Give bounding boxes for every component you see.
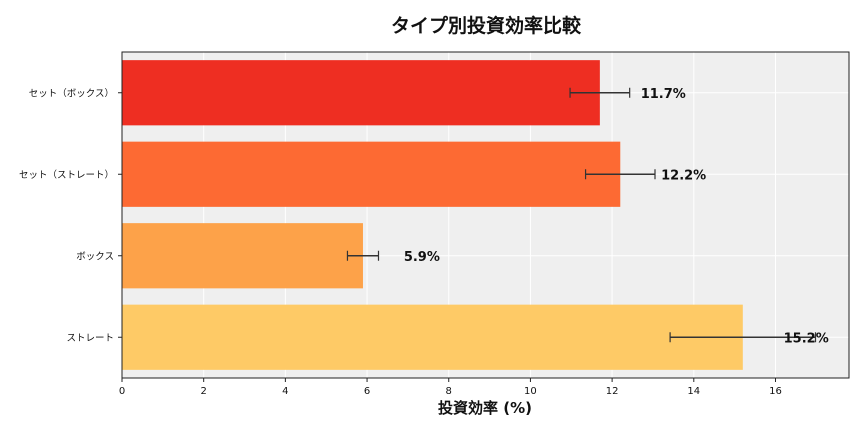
x-tick-label: 16 bbox=[769, 386, 782, 397]
x-tick-label: 2 bbox=[200, 386, 206, 397]
x-tick-label: 8 bbox=[446, 386, 452, 397]
y-tick-label: ストレート bbox=[66, 333, 114, 344]
y-tick-label: セット（ストレート） bbox=[19, 169, 114, 181]
y-tick-label: ボックス bbox=[76, 251, 114, 262]
bar bbox=[122, 304, 743, 370]
plot-frame bbox=[121, 51, 850, 379]
bar bbox=[122, 223, 363, 289]
data-label: 15.2% bbox=[784, 331, 829, 346]
x-tick-label: 6 bbox=[364, 386, 370, 397]
x-tick-label: 12 bbox=[606, 386, 619, 397]
chart-title: タイプ別投資効率比較 bbox=[391, 14, 582, 37]
x-tick-label: 0 bbox=[119, 386, 125, 397]
data-label: 5.9% bbox=[404, 250, 440, 265]
y-tick-label: セット（ボックス） bbox=[29, 87, 114, 99]
data-label: 11.7% bbox=[641, 87, 686, 102]
data-label: 12.2% bbox=[661, 168, 706, 183]
bar bbox=[122, 60, 600, 126]
x-tick-label: 4 bbox=[282, 386, 288, 397]
x-axis-label: 投資効率 (%) bbox=[438, 399, 532, 417]
x-tick-label: 10 bbox=[524, 386, 537, 397]
bar bbox=[122, 141, 621, 207]
x-tick-label: 14 bbox=[687, 386, 700, 397]
